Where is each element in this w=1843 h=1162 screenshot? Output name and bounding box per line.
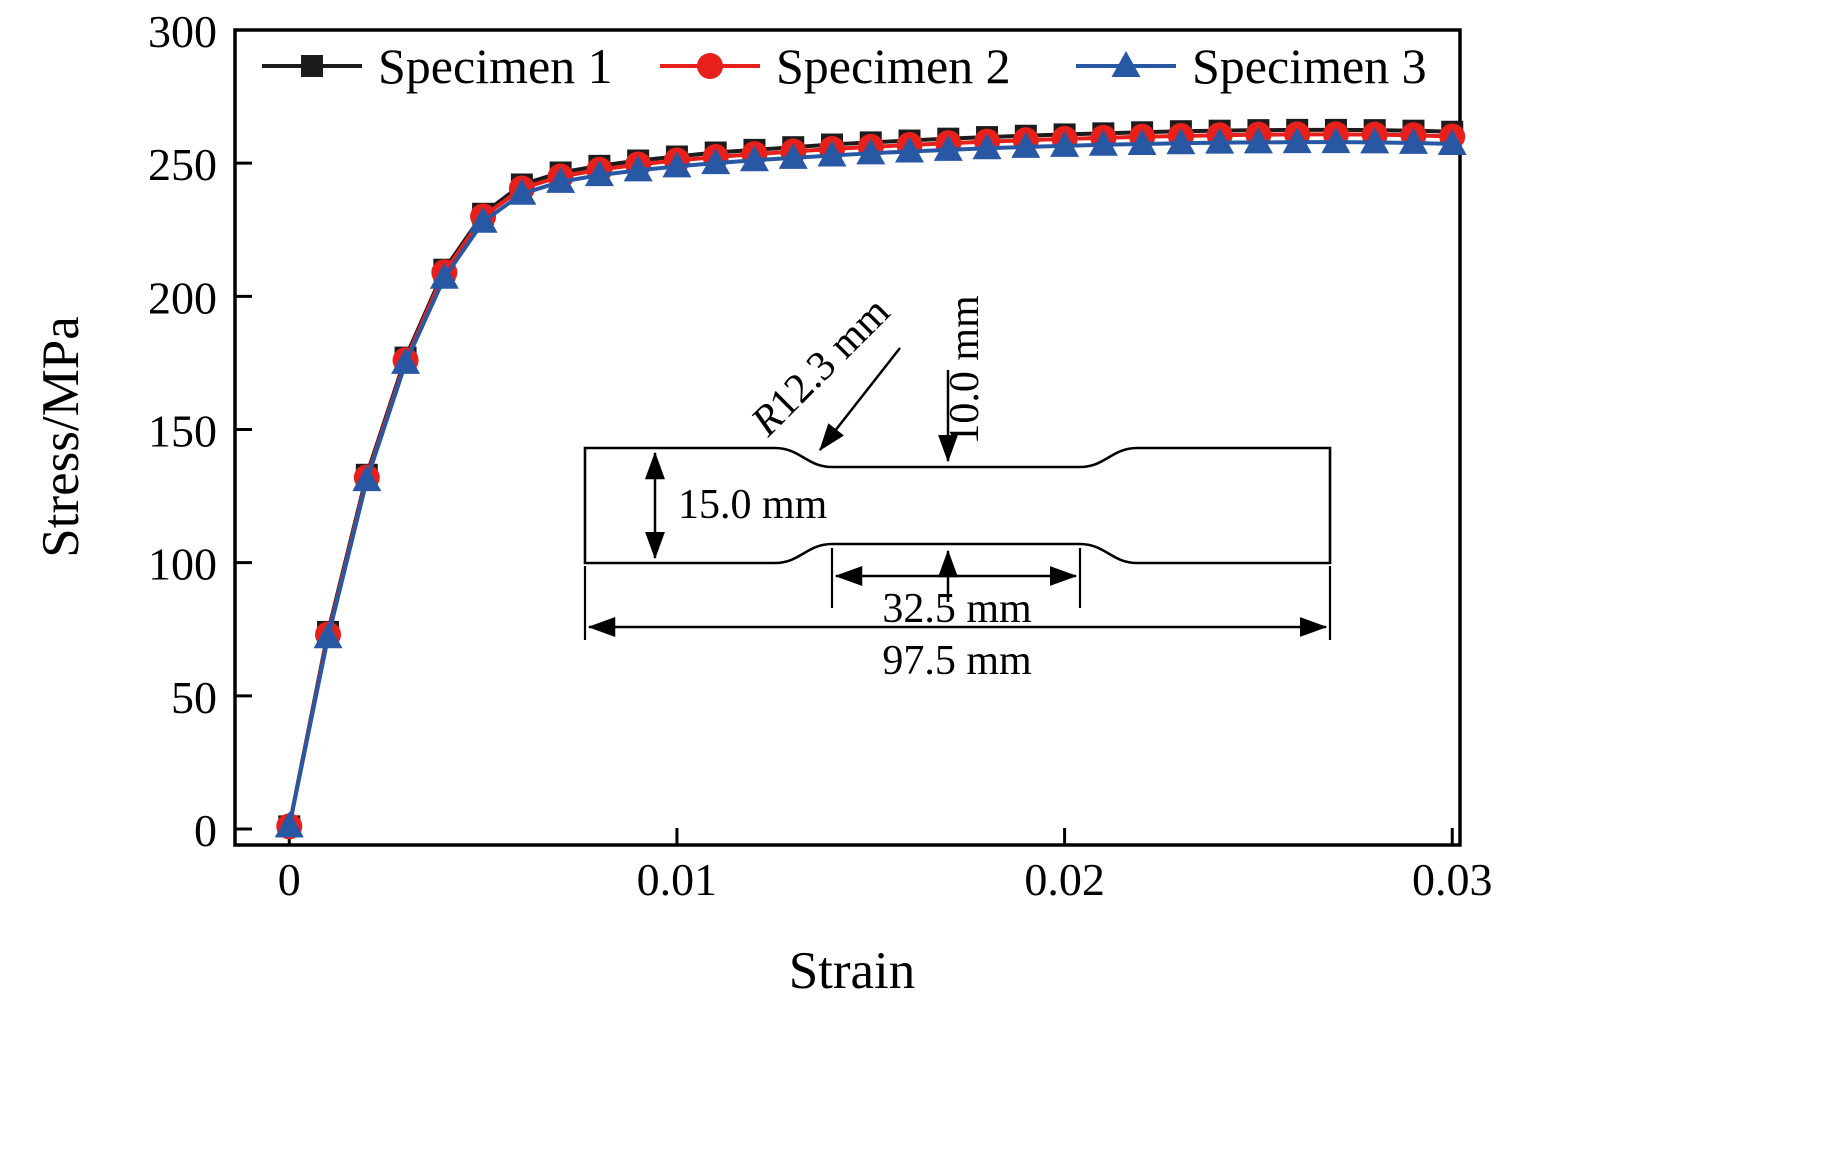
specimen-diagram: 15.0 mm 10.0 mm R12.3 mm 32.5 mm 97.5 mm xyxy=(583,288,1332,684)
legend-label: Specimen 1 xyxy=(378,38,613,94)
fillet-radius-label: R12.3 mm xyxy=(742,288,899,445)
marker-triangle-icon xyxy=(778,142,808,169)
marker-triangle-icon xyxy=(623,155,653,182)
marker-triangle-icon xyxy=(1360,127,1390,154)
marker-triangle-icon xyxy=(584,160,614,187)
marker-triangle-icon xyxy=(972,133,1002,160)
marker-square-icon xyxy=(301,55,323,77)
marker-triangle-icon xyxy=(1243,127,1273,154)
marker-triangle-icon xyxy=(856,138,886,165)
x-tick-label: 0.03 xyxy=(1412,854,1493,905)
gauge-length-label: 32.5 mm xyxy=(882,586,1032,632)
marker-triangle-icon xyxy=(1166,128,1196,155)
data-series xyxy=(274,118,1467,840)
fillet-radius-leader xyxy=(819,347,901,451)
legend-label: Specimen 2 xyxy=(776,38,1011,94)
marker-triangle-icon xyxy=(546,166,576,193)
x-axis-title: Strain xyxy=(789,942,916,1000)
gauge-width-label: 10.0 mm xyxy=(942,295,988,445)
axes: 0 0.01 0.02 0.03 0 50 100 150 200 250 300 xyxy=(148,6,1492,905)
marker-triangle-icon xyxy=(1282,127,1312,154)
marker-triangle-icon xyxy=(739,145,769,172)
y-tick-label: 250 xyxy=(148,139,217,190)
legend-item-3: Specimen 3 xyxy=(1076,38,1427,94)
marker-triangle-icon xyxy=(352,465,382,492)
marker-triangle-icon xyxy=(817,140,847,167)
marker-triangle-icon xyxy=(1111,51,1141,77)
marker-triangle-icon xyxy=(895,136,925,163)
marker-triangle-icon xyxy=(1127,128,1157,155)
y-tick-label: 200 xyxy=(148,272,217,323)
marker-triangle-icon xyxy=(1088,129,1118,156)
series-specimen-3 xyxy=(274,127,1467,838)
x-tick-label: 0.02 xyxy=(1024,854,1105,905)
y-tick-label: 300 xyxy=(148,6,217,57)
marker-triangle-icon xyxy=(1205,127,1235,154)
marker-triangle-icon xyxy=(1011,131,1041,158)
legend-label: Specimen 3 xyxy=(1192,38,1427,94)
y-axis-title: Stress/MPa xyxy=(32,316,90,557)
marker-triangle-icon xyxy=(1321,127,1351,154)
plot-border xyxy=(233,28,1462,847)
marker-circle-icon xyxy=(697,53,723,79)
y-tick-label: 150 xyxy=(148,406,217,457)
y-tick-label: 100 xyxy=(148,539,217,590)
marker-triangle-icon xyxy=(701,148,731,175)
legend-item-2: Specimen 2 xyxy=(660,38,1011,94)
x-tick-label: 0 xyxy=(278,854,301,905)
marker-triangle-icon xyxy=(662,151,692,178)
legend-item-1: Specimen 1 xyxy=(262,38,613,94)
marker-triangle-icon xyxy=(274,811,304,838)
marker-triangle-icon xyxy=(468,206,498,233)
legend: Specimen 1 Specimen 2 Specimen 3 xyxy=(262,38,1427,94)
x-tick-label: 0.01 xyxy=(637,854,718,905)
marker-triangle-icon xyxy=(507,178,537,205)
marker-triangle-icon xyxy=(1398,127,1428,154)
total-length-label: 97.5 mm xyxy=(882,638,1032,684)
grip-width-label: 15.0 mm xyxy=(678,482,828,528)
marker-triangle-icon xyxy=(391,347,421,374)
y-tick-label: 50 xyxy=(171,672,217,723)
marker-triangle-icon xyxy=(933,134,963,161)
y-tick-label: 0 xyxy=(194,805,217,856)
marker-triangle-icon xyxy=(429,262,459,289)
marker-triangle-icon xyxy=(1437,128,1467,155)
marker-triangle-icon xyxy=(313,622,343,649)
specimen-outline xyxy=(583,446,1332,565)
marker-triangle-icon xyxy=(1050,130,1080,157)
